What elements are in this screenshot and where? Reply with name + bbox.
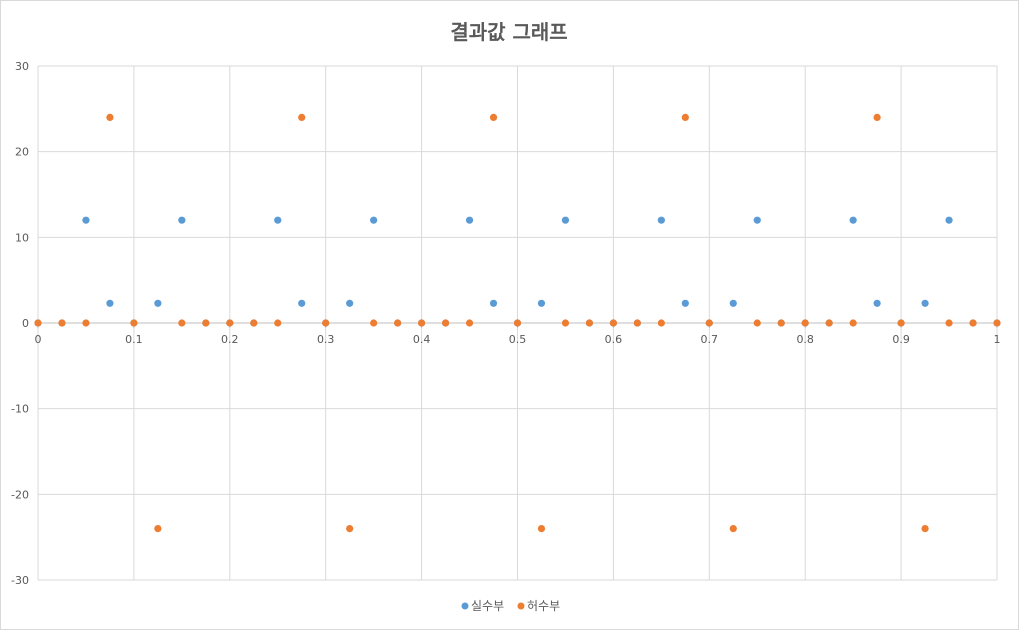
y-tick-label: 20 — [15, 146, 29, 159]
series-2-point — [250, 319, 258, 327]
y-tick-label: 0 — [22, 317, 29, 330]
y-tick-label: 30 — [15, 60, 29, 73]
series-2-point — [346, 525, 354, 533]
series-2-point — [993, 319, 1001, 327]
y-tick-label: -20 — [11, 488, 29, 501]
legend-marker — [461, 602, 469, 610]
series-2-point — [801, 319, 809, 327]
series-2-point — [609, 319, 618, 327]
series-1-point — [945, 216, 953, 224]
x-tick-label: 0.5 — [509, 333, 527, 346]
series-2-point — [274, 319, 282, 327]
series-2-point — [729, 525, 737, 533]
x-tick-label: 0.4 — [413, 333, 431, 346]
legend: 실수부 허수부 — [461, 599, 560, 613]
y-tick-label: 10 — [15, 231, 29, 244]
series-1-point — [921, 299, 929, 307]
series-2-point — [130, 319, 138, 327]
series-1-point — [178, 216, 186, 224]
series-2-point — [633, 319, 641, 327]
series-1-point — [82, 216, 90, 224]
series-1-point — [873, 299, 881, 307]
series-2-point — [777, 319, 785, 327]
series-2-point — [370, 319, 378, 327]
series-2-point — [585, 319, 594, 327]
series-2-point — [178, 319, 186, 327]
x-tick-label: 0.6 — [605, 333, 623, 346]
series-1-point — [681, 299, 689, 307]
series-2-point — [561, 319, 570, 327]
series-2-point — [969, 319, 977, 327]
x-tick-label: 0.1 — [125, 333, 143, 346]
series-2-point — [873, 113, 881, 121]
series-2-point — [681, 113, 689, 121]
series-1-point — [849, 216, 857, 224]
series-1-point — [729, 299, 737, 307]
series-2-point — [465, 319, 474, 327]
series-2-point — [322, 319, 330, 327]
x-tick-label: 0.3 — [317, 333, 335, 346]
data-points — [34, 113, 1001, 533]
tick-labels: 0 0.1 0.2 0.3 0.4 0.5 0.6 0.7 0.8 0.9 1 -30 -20 -10 0 1… — [11, 60, 1000, 587]
series-1-point — [274, 216, 282, 224]
legend-label: 허수부 — [527, 599, 560, 613]
series-2-point — [441, 319, 450, 327]
series-2-point — [825, 319, 833, 327]
series-2-point — [58, 319, 66, 327]
y-tick-label: -30 — [11, 574, 29, 587]
series-2-point — [418, 319, 426, 327]
series-1-point — [154, 299, 162, 307]
series-1-point — [561, 216, 570, 224]
series-2-point — [106, 113, 114, 121]
series-1-point — [106, 299, 114, 307]
series-2-point — [705, 319, 713, 327]
series-1-point — [298, 299, 306, 307]
series-2-point — [489, 113, 498, 121]
series-2-point — [394, 319, 402, 327]
series-1-point — [537, 299, 546, 307]
series-1-point — [465, 216, 474, 224]
x-tick-label: 0 — [35, 333, 42, 346]
series-1-point — [489, 299, 498, 307]
series-1-point — [753, 216, 761, 224]
series-1-point — [346, 299, 354, 307]
legend-marker — [517, 602, 525, 610]
series-2-point — [897, 319, 905, 327]
x-tick-label: 1 — [994, 333, 1001, 346]
series-2-point — [849, 319, 857, 327]
series-2-point — [82, 319, 90, 327]
series-2-point — [513, 319, 522, 327]
series-2-point — [753, 319, 761, 327]
series-2-point — [945, 319, 953, 327]
x-tick-label: 0.2 — [221, 333, 239, 346]
series-2-point — [657, 319, 665, 327]
series-2-point — [298, 113, 306, 121]
series-1-point — [370, 216, 378, 224]
x-tick-label: 0.9 — [892, 333, 910, 346]
series-2-point — [202, 319, 210, 327]
series-2-point — [226, 319, 234, 327]
chart-title: 결과값 그래프 — [450, 20, 567, 44]
series-1-point — [657, 216, 665, 224]
series-2-point — [921, 525, 929, 533]
series-2-point — [537, 525, 546, 533]
x-tick-label: 0.7 — [701, 333, 719, 346]
x-tick-label: 0.8 — [796, 333, 814, 346]
series-2-point — [154, 525, 162, 533]
y-tick-label: -10 — [11, 403, 29, 416]
series-2-point — [34, 319, 42, 327]
legend-label: 실수부 — [471, 599, 504, 613]
